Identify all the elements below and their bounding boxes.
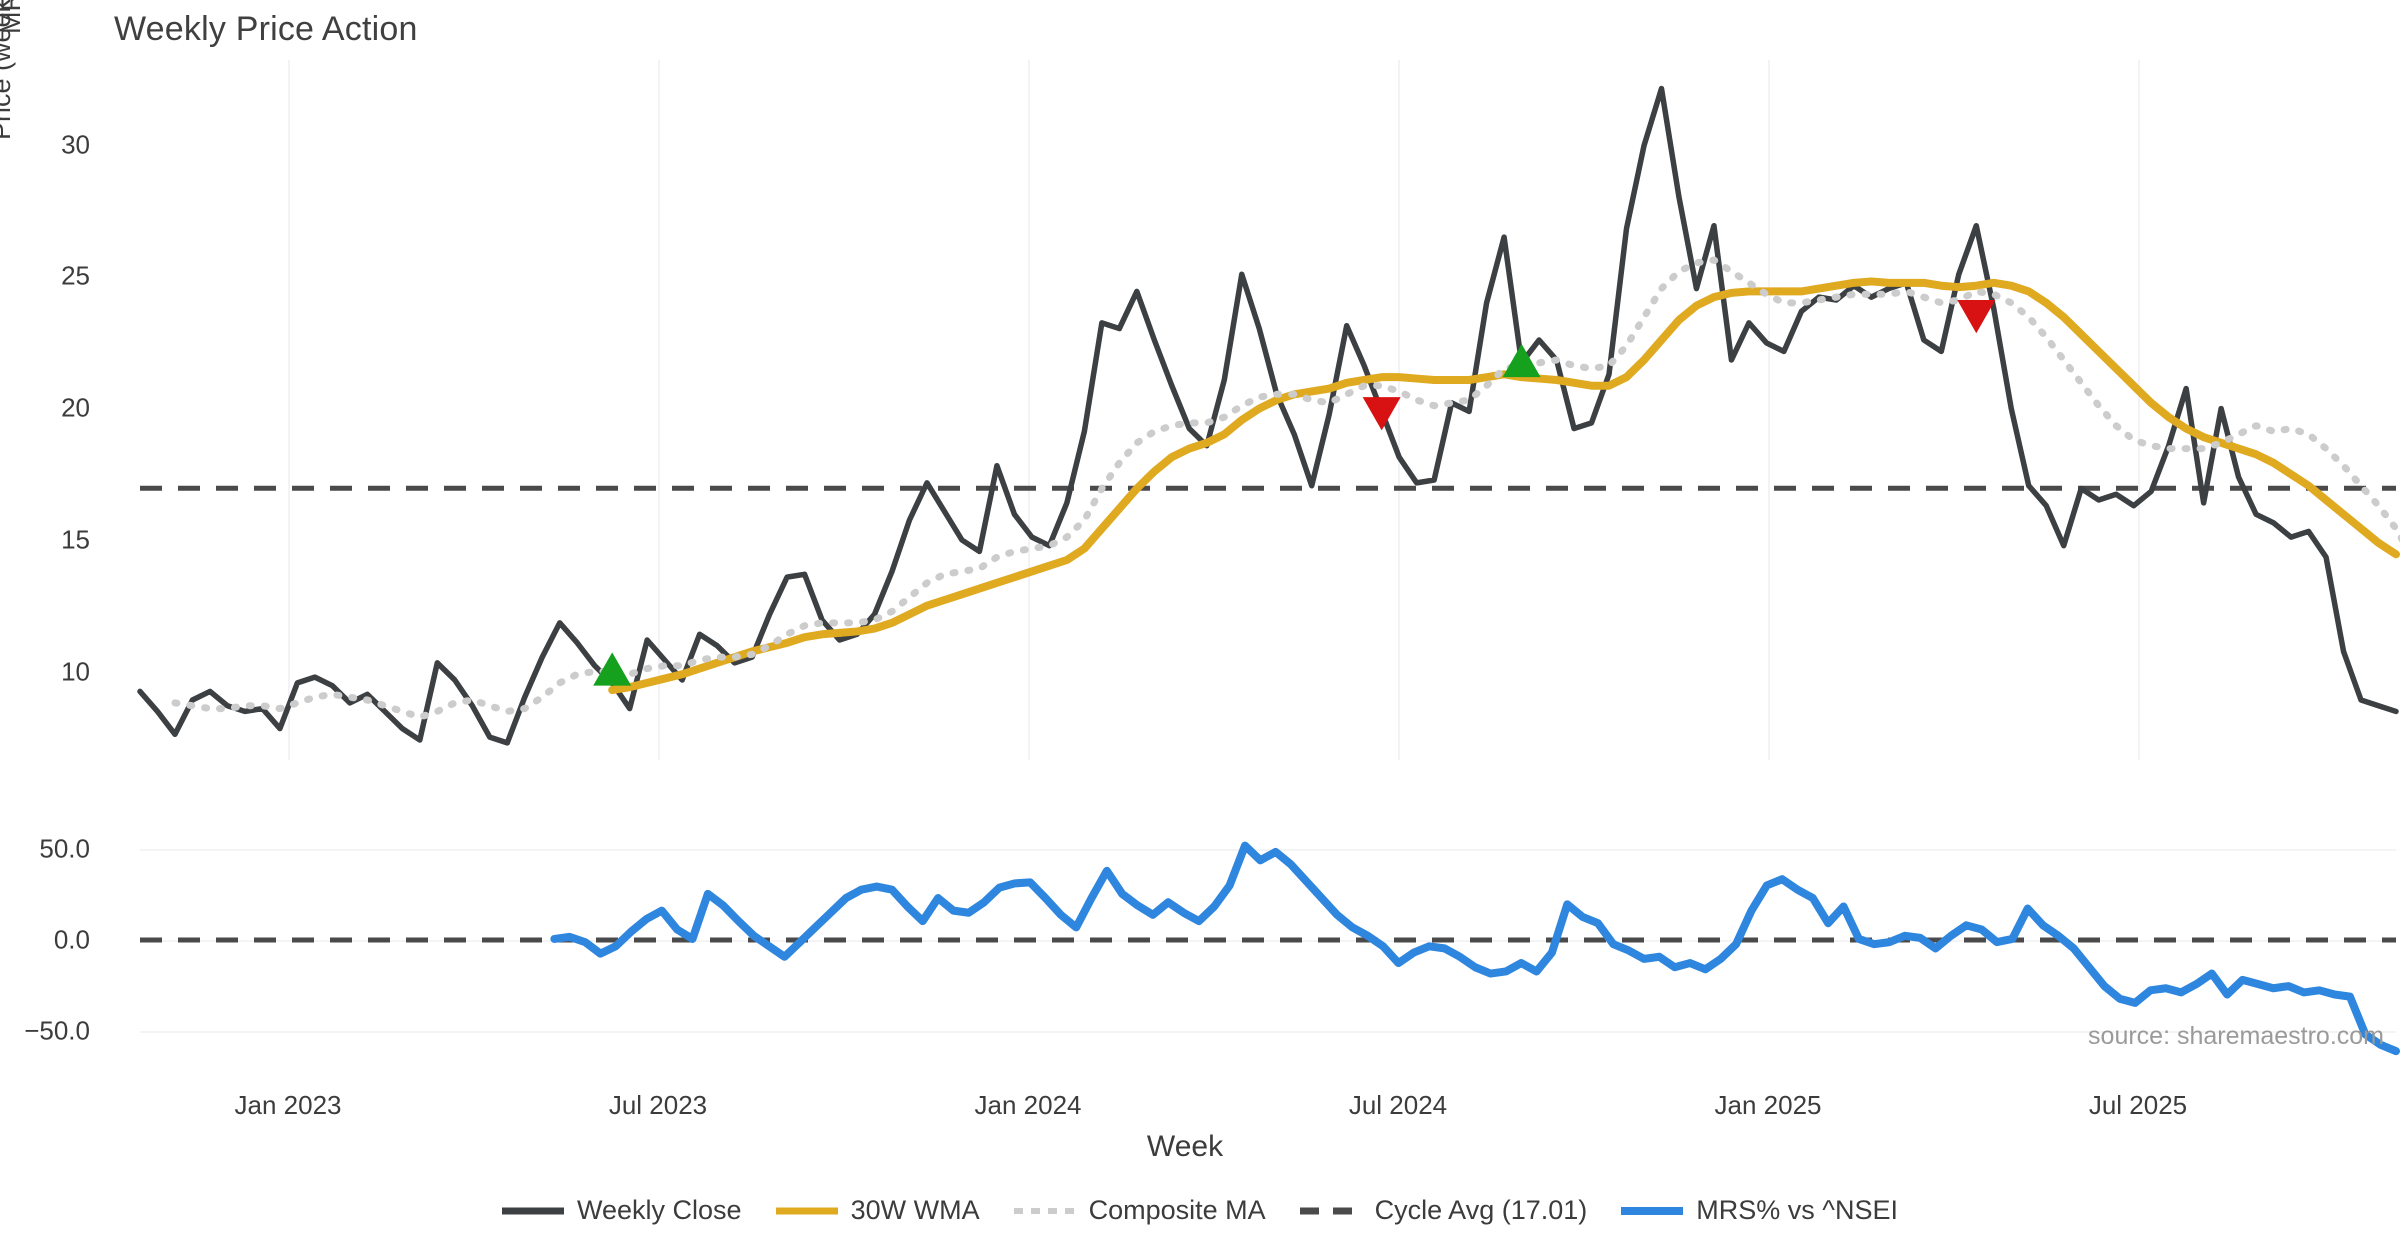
gridline-horizontal [140, 849, 2396, 851]
gridline-vertical [658, 60, 660, 760]
y-tick-price: 10 [61, 656, 90, 687]
gridline-vertical [1028, 60, 1030, 760]
x-tick: Jan 2025 [1714, 1090, 1822, 1120]
gridline-vertical [1768, 60, 1770, 760]
gridline-horizontal [140, 940, 2396, 942]
solid-line-gold-icon [775, 1198, 838, 1224]
y-tick-price: 30 [61, 129, 90, 160]
y-tick-mrs: 50.0 [39, 833, 90, 864]
legend-item-weekly-close[interactable]: Weekly Close [502, 1195, 742, 1226]
x-tick: Jul 2023 [608, 1090, 708, 1120]
solid-line-blue-icon [1621, 1198, 1684, 1224]
legend-item-cycle-avg[interactable]: Cycle Avg (17.01) [1299, 1195, 1588, 1226]
price-series-canvas [137, 85, 2400, 746]
dotted-line-grey-icon [1013, 1198, 1076, 1224]
gridline-vertical [2138, 60, 2140, 760]
x-tick: Jul 2025 [2088, 1090, 2188, 1120]
gridline-vertical [288, 60, 290, 760]
legend-item-30w-wma[interactable]: 30W WMA [775, 1195, 980, 1226]
y-tick-mrs: 0.0 [53, 924, 90, 955]
source-watermark: source: sharemaestro.com [2088, 1022, 2384, 1050]
y-tick-price: 20 [61, 392, 90, 423]
x-tick: Jan 2023 [234, 1090, 342, 1120]
gridline-vertical [1398, 60, 1400, 760]
chart-legend: Weekly Close 30W WMA Composite MA Cycle … [0, 1195, 2400, 1226]
legend-label: Cycle Avg (17.01) [1374, 1195, 1588, 1225]
gridline-horizontal [140, 1031, 2396, 1033]
x-axis-label: Week [1146, 1130, 1224, 1163]
y-tick-price: 25 [61, 260, 90, 291]
mrs-chart-panel [140, 810, 2400, 1070]
price-chart-panel [137, 60, 2400, 760]
legend-label: 30W WMA [850, 1195, 980, 1225]
legend-item-composite-ma[interactable]: Composite MA [1013, 1195, 1266, 1226]
solid-line-dark-icon [502, 1198, 565, 1224]
y-tick-mrs: −50.0 [24, 1015, 90, 1046]
page-title: Weekly Price Action [114, 10, 418, 48]
mrs-series-canvas [140, 841, 2400, 1056]
dashed-line-grey-icon [1299, 1198, 1362, 1224]
legend-label: MRS% vs ^NSEI [1696, 1195, 1898, 1225]
y-tick-price: 15 [61, 524, 90, 555]
x-tick: Jan 2024 [974, 1090, 1082, 1120]
legend-label: Composite MA [1088, 1195, 1266, 1225]
legend-item-mrs[interactable]: MRS% vs ^NSEI [1621, 1195, 1898, 1226]
x-tick: Jul 2024 [1348, 1090, 1448, 1120]
y-axis-label-mrs: MRS (%) [0, 0, 27, 34]
legend-label: Weekly Close [577, 1195, 742, 1225]
